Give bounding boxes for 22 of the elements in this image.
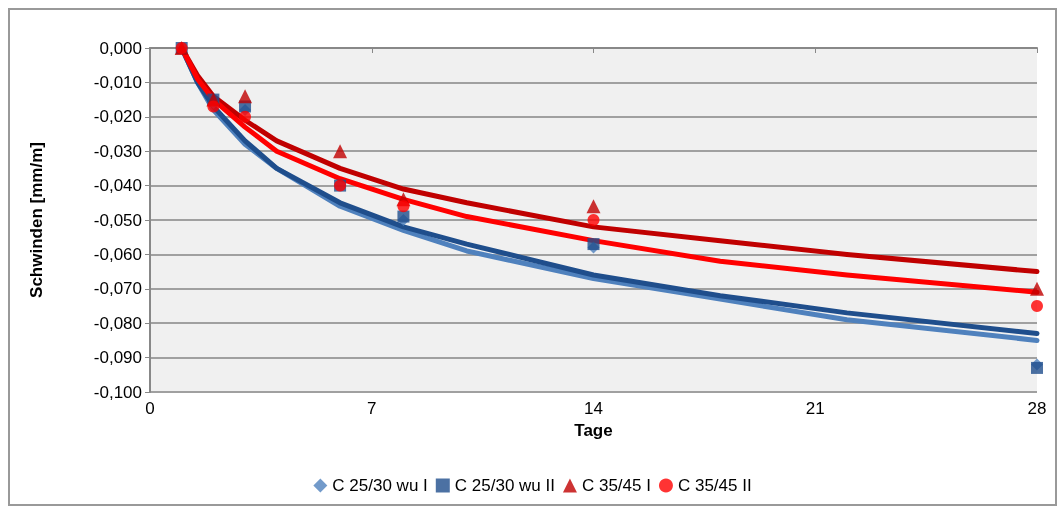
x-tick-label: 7 xyxy=(367,399,377,418)
y-tick-label: -0,050 xyxy=(93,210,142,230)
x-tick-label: 0 xyxy=(145,399,155,418)
y-tick-label: -0,010 xyxy=(93,72,142,92)
legend-label: C 35/45 I xyxy=(581,476,651,495)
y-tick-label: 0,000 xyxy=(99,38,142,58)
x-tick-label: 21 xyxy=(805,399,825,418)
y-tick-label: -0,040 xyxy=(93,176,142,196)
y-tick-label: -0,100 xyxy=(93,382,142,402)
y-tick-label: -0,030 xyxy=(93,141,142,161)
y-tick-label: -0,070 xyxy=(93,279,142,299)
x-tick-label: 14 xyxy=(584,399,603,418)
y-axis-title: Schwinden [mm/m] xyxy=(27,142,46,298)
legend-label: C 35/45 II xyxy=(677,476,752,495)
x-axis-title: Tage xyxy=(574,420,613,440)
y-tick-label: -0,080 xyxy=(93,313,142,333)
legend-label: C 25/30 wu II xyxy=(454,476,555,495)
legend-label: C 25/30 wu I xyxy=(332,476,428,495)
y-tick-label: -0,020 xyxy=(93,107,142,127)
y-tick-label: -0,060 xyxy=(93,244,142,264)
y-tick-label: -0,090 xyxy=(93,348,142,368)
x-tick-label: 28 xyxy=(1027,399,1047,418)
